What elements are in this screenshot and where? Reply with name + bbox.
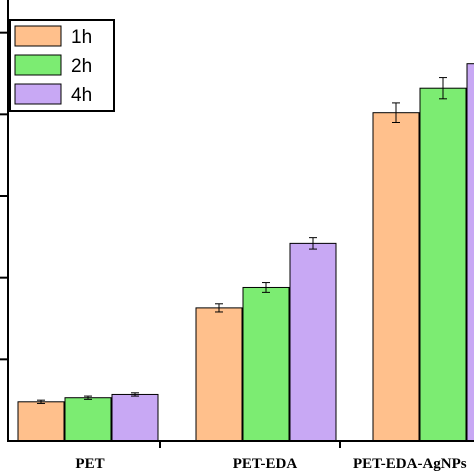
bar-pet-1h: [17, 401, 65, 442]
error-bar-pet-4h: [131, 392, 139, 397]
plot-frame: [0, 0, 474, 448]
bar-pet-eda-4h: [289, 242, 337, 442]
bar-pet-4h: [111, 393, 159, 442]
bar-pet-eda-1h: [195, 307, 243, 442]
error-bar-pet-1h: [37, 399, 45, 404]
error-bar-pet-eda-2h: [262, 282, 270, 293]
error-bars-layer: [37, 77, 447, 404]
category-label-pet: PET: [75, 456, 104, 472]
legend-swatch-4h: [14, 83, 62, 105]
category-label-pet-eda: PET-EDA: [233, 456, 298, 472]
error-bar-pet-eda-4h: [309, 237, 317, 250]
legend-swatch-2h: [14, 54, 62, 76]
bar-pet-eda-2h: [242, 286, 290, 442]
error-bar-pet-eda-1h: [215, 303, 223, 313]
legend-label-2h: 2h: [71, 56, 92, 77]
bars-layer: [17, 63, 474, 442]
category-label-pet-eda-agnps: PET-EDA-AgNPs: [353, 456, 467, 472]
bar-pet-2h: [64, 397, 112, 442]
legend-label-1h: 1h: [71, 27, 92, 48]
bar-pet-eda-agnps-2h: [419, 87, 467, 442]
legend-label-4h: 4h: [71, 85, 92, 106]
error-bar-pet-2h: [84, 395, 92, 400]
error-bar-pet-eda-agnps-2h: [439, 77, 447, 100]
bar-pet-eda-agnps-4h: [466, 63, 474, 442]
error-bar-pet-eda-agnps-1h: [392, 102, 400, 123]
legend-swatch-1h: [14, 25, 62, 47]
category-labels: PET PET-EDA PET-EDA-AgNPs: [75, 456, 466, 472]
bar-pet-eda-agnps-1h: [372, 112, 420, 442]
legend: 1h 2h 4h: [9, 19, 115, 112]
